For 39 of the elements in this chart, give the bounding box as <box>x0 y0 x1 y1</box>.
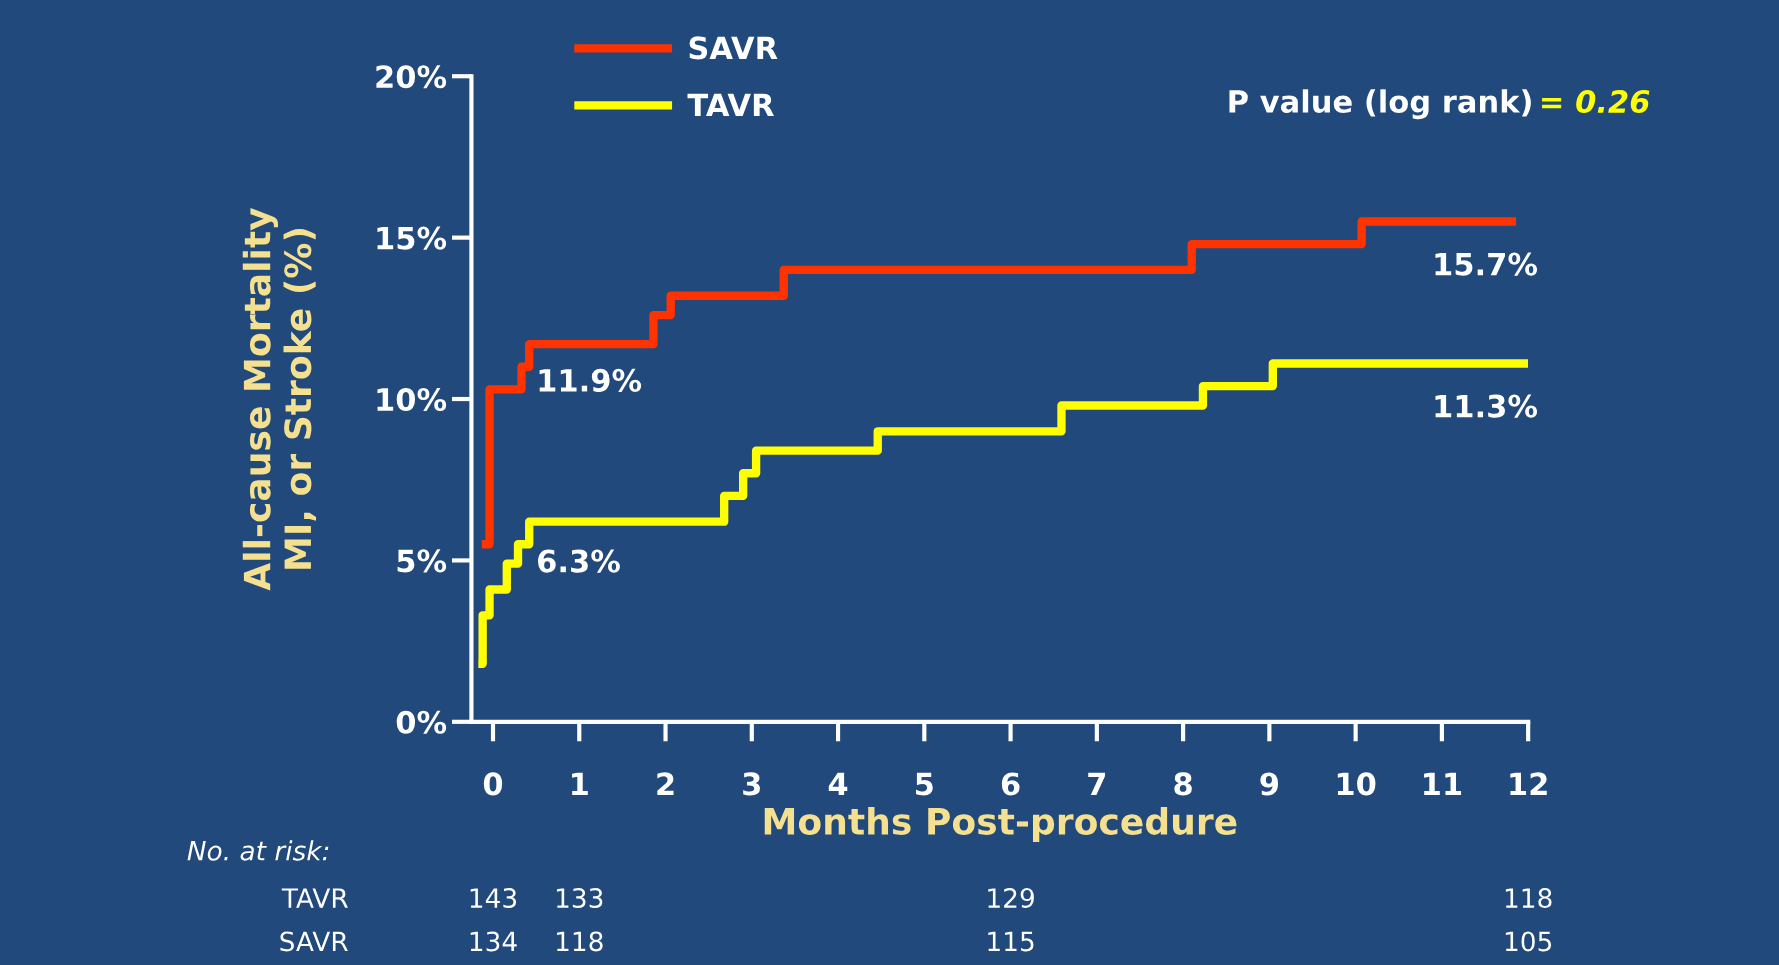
text: TAVR <box>281 888 348 908</box>
legend-label: SAVR <box>689 36 778 60</box>
x-tick-label: 2 <box>657 772 674 796</box>
text: 134 <box>470 931 517 952</box>
y-tick-label: 5% <box>397 549 447 573</box>
y-tick-label: 10% <box>377 387 447 412</box>
x-tick-label: 4 <box>828 772 848 796</box>
x-tick-label: 11 <box>1424 772 1462 796</box>
annotation: P value (log rank) <box>1229 89 1531 120</box>
annotation: 6.3% <box>538 549 620 573</box>
y-tick-label: 20% <box>376 65 447 89</box>
annotation: 15.7% <box>1435 252 1538 276</box>
text: 129 <box>988 888 1034 908</box>
x-tick-label: 1 <box>572 772 588 796</box>
annotation: 11.9% <box>539 368 642 392</box>
x-tick-label: 7 <box>1088 772 1106 796</box>
x-tick-label: 12 <box>1510 772 1547 796</box>
x-tick-label: 10 <box>1337 772 1376 796</box>
text: 133 <box>556 888 603 908</box>
x-tick-label: 8 <box>1174 772 1192 796</box>
legend-label: TAVR <box>687 93 774 117</box>
x-tick-label: 9 <box>1260 772 1279 796</box>
text: 143 <box>470 888 517 908</box>
text: = 0.26 <box>1542 89 1650 114</box>
x-tick-label: 3 <box>743 772 760 796</box>
y-tick-label: 0% <box>396 710 447 734</box>
y-axis-title: All-cause Mortality MI, or Stroke (%) <box>242 207 317 591</box>
text: 118 <box>556 931 603 952</box>
text: No. at risk: <box>187 840 329 861</box>
text: 105 <box>1505 931 1552 952</box>
text: 118 <box>1505 888 1552 908</box>
x-tick-label: 0 <box>483 772 503 796</box>
annotation: 11.3% <box>1435 394 1538 418</box>
text: 115 <box>988 931 1034 952</box>
x-tick-label: 5 <box>916 772 933 796</box>
y-tick-label: 15% <box>377 226 447 250</box>
text: SAVR <box>280 931 348 952</box>
x-axis-title: Months Post-procedure <box>764 806 1237 842</box>
x-tick-label: 6 <box>1001 772 1020 796</box>
